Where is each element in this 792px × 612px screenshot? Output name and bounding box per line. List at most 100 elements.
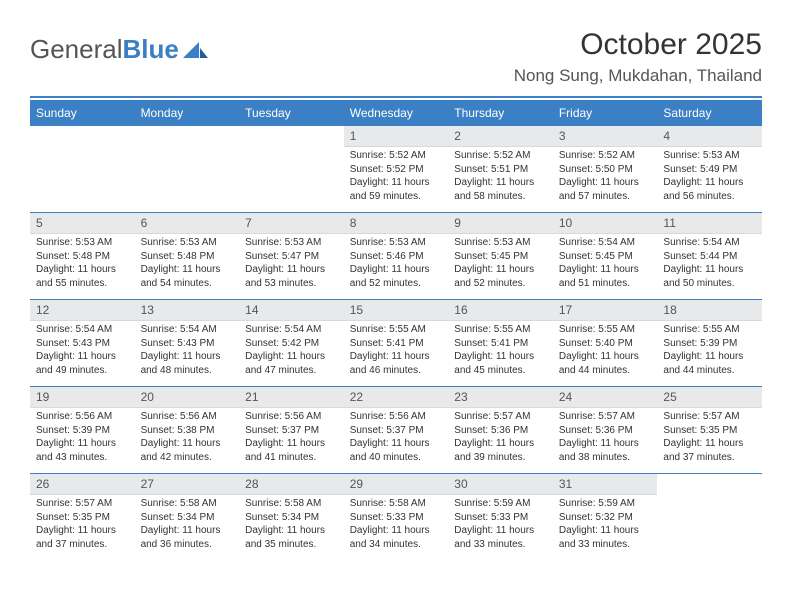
day-number: 13 (135, 300, 240, 321)
day-number: 8 (344, 213, 449, 234)
day-cell: 7Sunrise: 5:53 AMSunset: 5:47 PMDaylight… (239, 213, 344, 299)
day-cell: . (30, 126, 135, 212)
week-row: 26Sunrise: 5:57 AMSunset: 5:35 PMDayligh… (30, 473, 762, 560)
day-info: Sunrise: 5:54 AMSunset: 5:42 PMDaylight:… (239, 321, 344, 381)
day-info: Sunrise: 5:58 AMSunset: 5:34 PMDaylight:… (135, 495, 240, 555)
day-number: 2 (448, 126, 553, 147)
day-info: Sunrise: 5:54 AMSunset: 5:44 PMDaylight:… (657, 234, 762, 294)
day-cell: . (657, 474, 762, 560)
title-block: October 2025 Nong Sung, Mukdahan, Thaila… (514, 28, 762, 86)
day-info: Sunrise: 5:56 AMSunset: 5:39 PMDaylight:… (30, 408, 135, 468)
calendar: SundayMondayTuesdayWednesdayThursdayFrid… (30, 100, 762, 560)
day-number: 19 (30, 387, 135, 408)
day-cell: 23Sunrise: 5:57 AMSunset: 5:36 PMDayligh… (448, 387, 553, 473)
day-info: Sunrise: 5:53 AMSunset: 5:46 PMDaylight:… (344, 234, 449, 294)
day-cell: 2Sunrise: 5:52 AMSunset: 5:51 PMDaylight… (448, 126, 553, 212)
day-cell: 1Sunrise: 5:52 AMSunset: 5:52 PMDaylight… (344, 126, 449, 212)
day-info: Sunrise: 5:55 AMSunset: 5:40 PMDaylight:… (553, 321, 658, 381)
day-info: Sunrise: 5:57 AMSunset: 5:35 PMDaylight:… (657, 408, 762, 468)
day-number: 22 (344, 387, 449, 408)
day-number: 31 (553, 474, 658, 495)
day-info: Sunrise: 5:57 AMSunset: 5:36 PMDaylight:… (553, 408, 658, 468)
dow-cell: Saturday (657, 100, 762, 126)
day-cell: 21Sunrise: 5:56 AMSunset: 5:37 PMDayligh… (239, 387, 344, 473)
day-cell: 28Sunrise: 5:58 AMSunset: 5:34 PMDayligh… (239, 474, 344, 560)
day-number: 3 (553, 126, 658, 147)
page: GeneralBlue October 2025 Nong Sung, Mukd… (0, 0, 792, 560)
day-info: Sunrise: 5:52 AMSunset: 5:52 PMDaylight:… (344, 147, 449, 207)
day-number: 17 (553, 300, 658, 321)
day-cell: . (239, 126, 344, 212)
day-info: Sunrise: 5:56 AMSunset: 5:38 PMDaylight:… (135, 408, 240, 468)
day-cell: 18Sunrise: 5:55 AMSunset: 5:39 PMDayligh… (657, 300, 762, 386)
day-info: Sunrise: 5:59 AMSunset: 5:32 PMDaylight:… (553, 495, 658, 555)
day-number: 30 (448, 474, 553, 495)
day-cell: 27Sunrise: 5:58 AMSunset: 5:34 PMDayligh… (135, 474, 240, 560)
dow-cell: Monday (135, 100, 240, 126)
day-cell: 4Sunrise: 5:53 AMSunset: 5:49 PMDaylight… (657, 126, 762, 212)
day-number: 26 (30, 474, 135, 495)
day-info: Sunrise: 5:53 AMSunset: 5:48 PMDaylight:… (30, 234, 135, 294)
dow-cell: Wednesday (344, 100, 449, 126)
day-info: Sunrise: 5:59 AMSunset: 5:33 PMDaylight:… (448, 495, 553, 555)
day-info: Sunrise: 5:53 AMSunset: 5:48 PMDaylight:… (135, 234, 240, 294)
week-row: . . . 1Sunrise: 5:52 AMSunset: 5:52 PMDa… (30, 126, 762, 212)
day-number: 4 (657, 126, 762, 147)
day-of-week-row: SundayMondayTuesdayWednesdayThursdayFrid… (30, 100, 762, 126)
header: GeneralBlue October 2025 Nong Sung, Mukd… (30, 28, 762, 86)
brand-logo: GeneralBlue (30, 28, 209, 65)
day-number: 25 (657, 387, 762, 408)
day-number: 14 (239, 300, 344, 321)
day-info: Sunrise: 5:52 AMSunset: 5:51 PMDaylight:… (448, 147, 553, 207)
location: Nong Sung, Mukdahan, Thailand (514, 66, 762, 86)
day-number: 5 (30, 213, 135, 234)
day-info: Sunrise: 5:58 AMSunset: 5:34 PMDaylight:… (239, 495, 344, 555)
day-info: Sunrise: 5:54 AMSunset: 5:43 PMDaylight:… (30, 321, 135, 381)
dow-cell: Sunday (30, 100, 135, 126)
day-cell: 24Sunrise: 5:57 AMSunset: 5:36 PMDayligh… (553, 387, 658, 473)
dow-cell: Friday (553, 100, 658, 126)
day-cell: 20Sunrise: 5:56 AMSunset: 5:38 PMDayligh… (135, 387, 240, 473)
day-info: Sunrise: 5:56 AMSunset: 5:37 PMDaylight:… (239, 408, 344, 468)
day-number: 6 (135, 213, 240, 234)
day-cell: 3Sunrise: 5:52 AMSunset: 5:50 PMDaylight… (553, 126, 658, 212)
day-info: Sunrise: 5:54 AMSunset: 5:43 PMDaylight:… (135, 321, 240, 381)
day-cell: 19Sunrise: 5:56 AMSunset: 5:39 PMDayligh… (30, 387, 135, 473)
day-info: Sunrise: 5:53 AMSunset: 5:45 PMDaylight:… (448, 234, 553, 294)
dow-cell: Thursday (448, 100, 553, 126)
day-cell: 15Sunrise: 5:55 AMSunset: 5:41 PMDayligh… (344, 300, 449, 386)
weeks-container: . . . 1Sunrise: 5:52 AMSunset: 5:52 PMDa… (30, 126, 762, 560)
day-number: 18 (657, 300, 762, 321)
day-number: 10 (553, 213, 658, 234)
day-cell: 13Sunrise: 5:54 AMSunset: 5:43 PMDayligh… (135, 300, 240, 386)
day-number: 24 (553, 387, 658, 408)
day-cell: 12Sunrise: 5:54 AMSunset: 5:43 PMDayligh… (30, 300, 135, 386)
day-cell: 8Sunrise: 5:53 AMSunset: 5:46 PMDaylight… (344, 213, 449, 299)
day-number: 1 (344, 126, 449, 147)
day-number: 27 (135, 474, 240, 495)
day-info: Sunrise: 5:52 AMSunset: 5:50 PMDaylight:… (553, 147, 658, 207)
day-cell: 31Sunrise: 5:59 AMSunset: 5:32 PMDayligh… (553, 474, 658, 560)
week-row: 12Sunrise: 5:54 AMSunset: 5:43 PMDayligh… (30, 299, 762, 386)
day-info: Sunrise: 5:55 AMSunset: 5:41 PMDaylight:… (344, 321, 449, 381)
day-cell: 17Sunrise: 5:55 AMSunset: 5:40 PMDayligh… (553, 300, 658, 386)
day-number: 9 (448, 213, 553, 234)
week-row: 5Sunrise: 5:53 AMSunset: 5:48 PMDaylight… (30, 212, 762, 299)
week-row: 19Sunrise: 5:56 AMSunset: 5:39 PMDayligh… (30, 386, 762, 473)
day-cell: 22Sunrise: 5:56 AMSunset: 5:37 PMDayligh… (344, 387, 449, 473)
day-number: 7 (239, 213, 344, 234)
day-cell: 25Sunrise: 5:57 AMSunset: 5:35 PMDayligh… (657, 387, 762, 473)
day-number: 29 (344, 474, 449, 495)
day-info: Sunrise: 5:58 AMSunset: 5:33 PMDaylight:… (344, 495, 449, 555)
day-info: Sunrise: 5:53 AMSunset: 5:47 PMDaylight:… (239, 234, 344, 294)
month-title: October 2025 (514, 28, 762, 62)
day-info: Sunrise: 5:56 AMSunset: 5:37 PMDaylight:… (344, 408, 449, 468)
day-cell: 14Sunrise: 5:54 AMSunset: 5:42 PMDayligh… (239, 300, 344, 386)
day-number: 23 (448, 387, 553, 408)
day-number: 16 (448, 300, 553, 321)
day-cell: 11Sunrise: 5:54 AMSunset: 5:44 PMDayligh… (657, 213, 762, 299)
day-info: Sunrise: 5:55 AMSunset: 5:41 PMDaylight:… (448, 321, 553, 381)
brand-name-2: Blue (123, 34, 179, 65)
day-number: 28 (239, 474, 344, 495)
day-cell: 26Sunrise: 5:57 AMSunset: 5:35 PMDayligh… (30, 474, 135, 560)
